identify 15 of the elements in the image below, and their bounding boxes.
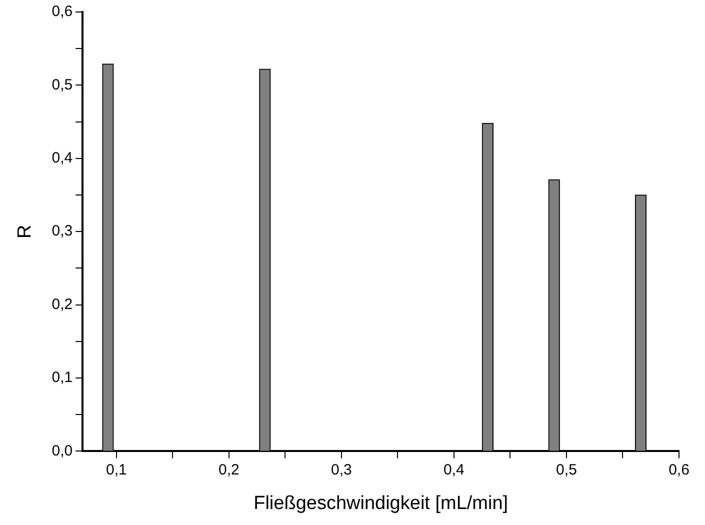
x-tick-label: 0,2 — [218, 461, 240, 478]
y-tick-label: 0,0 — [52, 442, 73, 460]
x-axis-title: Fließgeschwindigkeit [mL/min] — [254, 492, 508, 514]
y-tick-label: 0,2 — [52, 296, 73, 313]
y-axis-title: R — [14, 224, 36, 238]
y-tick-label: 0,5 — [52, 76, 73, 94]
y-tick-label: 0,4 — [52, 150, 73, 167]
y-tick-label: 0,6 — [52, 3, 73, 20]
x-tick-label: 0,4 — [444, 461, 464, 478]
x-tick-label: 0,3 — [331, 461, 352, 478]
x-tick-label: 0,6 — [668, 461, 690, 478]
x-tick-label: 0,5 — [556, 461, 577, 478]
x-tick-label: 0,1 — [106, 461, 127, 478]
y-tick-label: 0,1 — [52, 369, 73, 386]
y-tick-label: 0,3 — [52, 222, 73, 240]
